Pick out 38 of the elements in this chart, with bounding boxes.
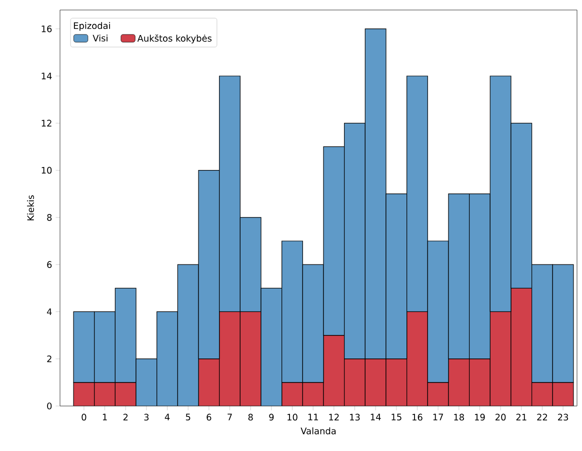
- legend-label: Visi: [92, 34, 108, 42]
- x-tick-label: 11: [308, 414, 318, 420]
- x-tick-label: 23: [558, 414, 568, 421]
- x-tick-label: 10: [288, 414, 298, 421]
- x-tick-label: 12: [329, 414, 339, 420]
- y-tick-label: 6: [47, 261, 52, 268]
- legend-title: Epizodai: [74, 22, 110, 31]
- y-tick-label: 14: [42, 72, 52, 80]
- x-tick-label: 13: [350, 414, 360, 421]
- x-tick-label: 20: [496, 414, 506, 421]
- x-tick-label: 0: [82, 414, 86, 421]
- y-tick-label: 16: [42, 25, 52, 32]
- legend-label: Aukštos kokybės: [137, 34, 212, 44]
- x-tick-label: 21: [516, 414, 526, 420]
- x-tick-label: 8: [248, 414, 253, 421]
- x-tick-label: 17: [433, 414, 444, 420]
- y-tick-label: 8: [47, 214, 52, 221]
- x-tick-label: 3: [144, 414, 149, 421]
- x-tick-label: 19: [475, 414, 485, 421]
- x-tick-label: 14: [370, 414, 381, 420]
- x-tick-label: 7: [228, 414, 232, 420]
- x-tick-label: 6: [206, 414, 212, 421]
- x-tick-label: 15: [392, 414, 402, 420]
- x-tick-label: 4: [164, 414, 170, 420]
- x-tick-label: 16: [412, 414, 422, 421]
- y-tick-label: 10: [42, 166, 52, 174]
- x-axis-title: Valanda: [300, 427, 336, 434]
- x-tick-label: 2: [123, 414, 128, 420]
- y-tick-label: 0: [47, 402, 52, 410]
- y-tick-label: 2: [47, 356, 52, 362]
- x-tick-label: 9: [269, 414, 274, 421]
- x-tick-label: 18: [454, 414, 464, 421]
- y-tick-label: 12: [42, 120, 52, 126]
- x-tick-label: 22: [537, 414, 548, 420]
- x-tick-label: 1: [102, 414, 107, 420]
- y-tick-label: 4: [46, 308, 52, 315]
- y-axis-title: Kiekis: [27, 195, 34, 220]
- x-tick-label: 5: [186, 414, 190, 420]
